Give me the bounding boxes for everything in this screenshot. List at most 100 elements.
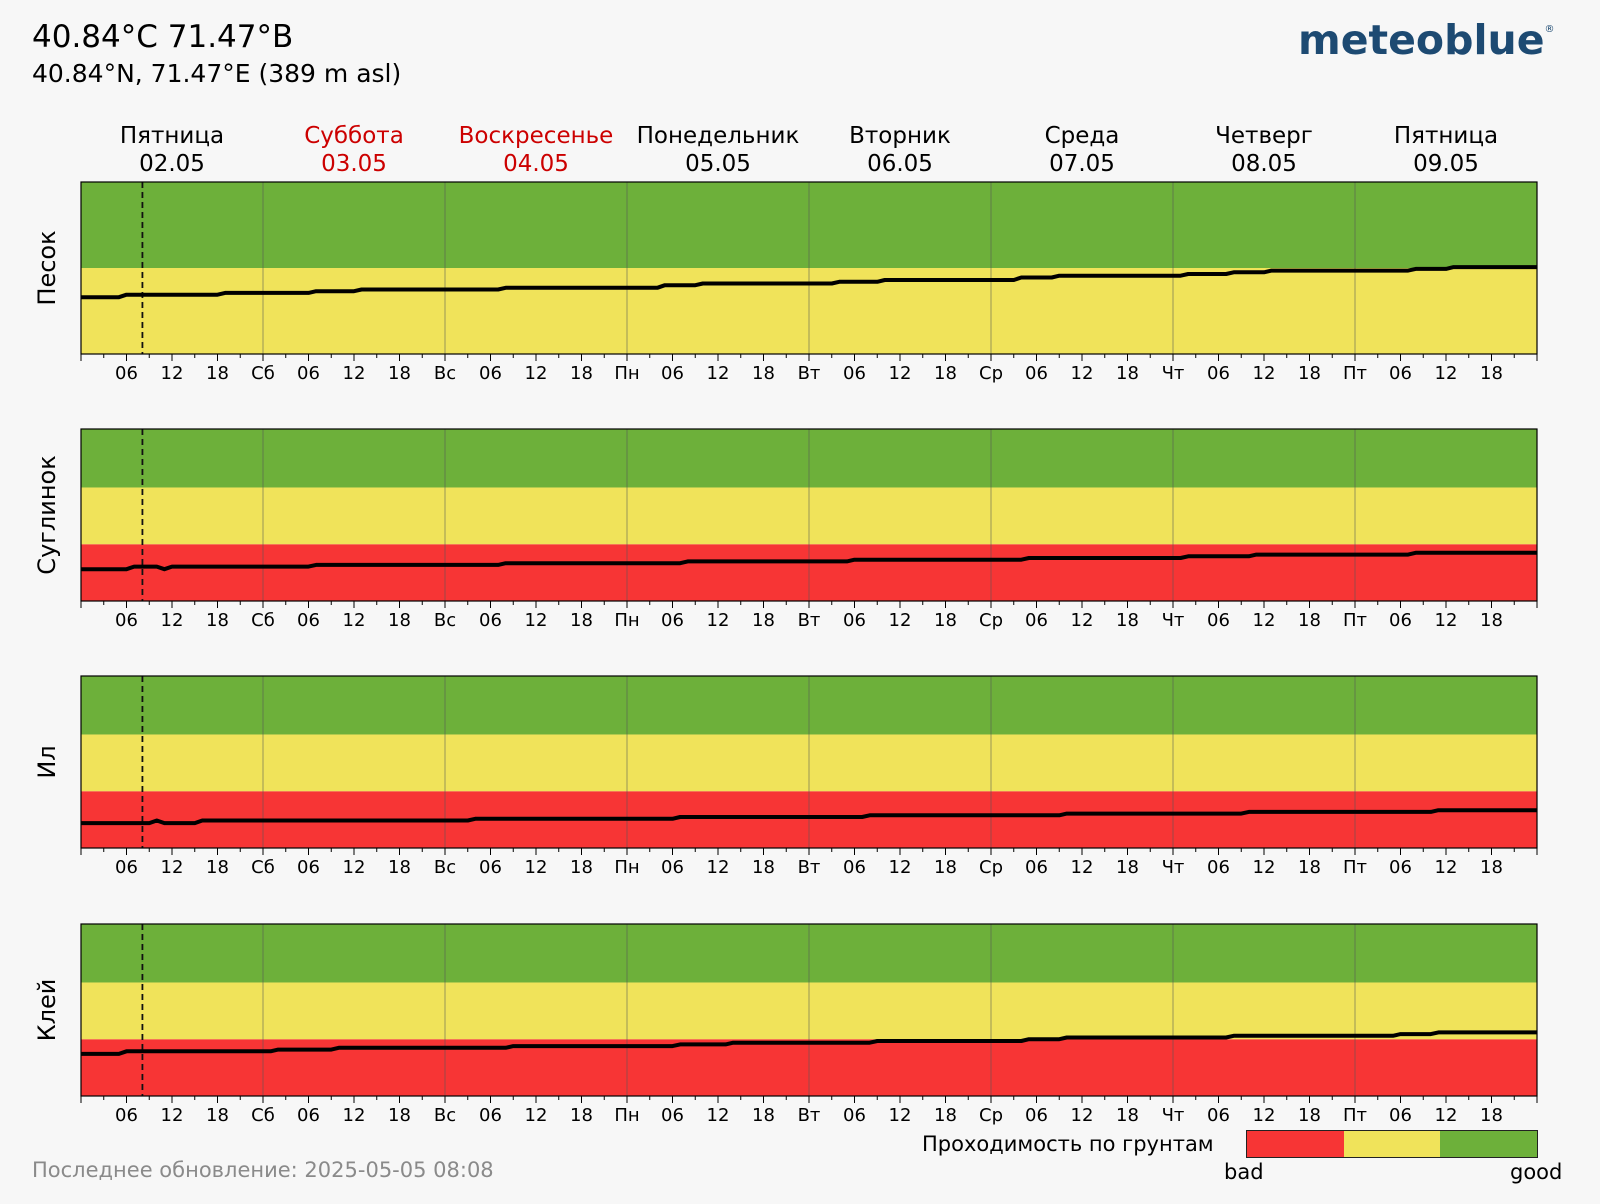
x-tick-label: 18 <box>1298 363 1321 384</box>
day-date-label: 07.05 <box>1049 151 1115 177</box>
x-tick-label: 06 <box>297 1105 320 1126</box>
trafficability-line <box>81 1030 1537 1056</box>
x-tick-label: 18 <box>1298 610 1321 631</box>
x-tick-label: 18 <box>1480 610 1503 631</box>
x-tick-label: 06 <box>1389 363 1412 384</box>
legend-swatch-bad <box>1247 1131 1344 1157</box>
x-tick-label: 12 <box>1435 610 1458 631</box>
x-tick-label: 12 <box>161 857 184 878</box>
x-tick-label: 12 <box>1435 1105 1458 1126</box>
x-tick-label: 06 <box>843 610 866 631</box>
day-name-label: Четверг <box>1215 123 1313 149</box>
x-tick-label: Вт <box>798 1105 821 1126</box>
day-name-label: Воскресенье <box>459 123 614 149</box>
x-tick-label: 12 <box>161 610 184 631</box>
panel-label: Клей <box>33 979 61 1042</box>
x-tick-label: 18 <box>1298 1105 1321 1126</box>
x-tick-label: Чт <box>1162 857 1185 878</box>
x-tick-label: 06 <box>297 363 320 384</box>
x-tick-label: 12 <box>525 857 548 878</box>
last-update-text: Последнее обновление: 2025-05-05 08:08 <box>32 1158 494 1182</box>
x-tick-label: 06 <box>1025 363 1048 384</box>
day-name-label: Среда <box>1045 123 1120 149</box>
x-tick-label: 12 <box>525 610 548 631</box>
x-tick-label: 18 <box>934 610 957 631</box>
legend-title: Проходимость по грунтам <box>922 1132 1214 1156</box>
x-tick-label: 06 <box>1025 1105 1048 1126</box>
x-tick-label: 18 <box>388 1105 411 1126</box>
x-tick-label: 18 <box>752 610 775 631</box>
x-tick-label: 18 <box>752 1105 775 1126</box>
x-tick-label: Чт <box>1162 610 1185 631</box>
x-tick-label: 12 <box>707 363 730 384</box>
x-tick-label: Пн <box>614 610 639 631</box>
x-tick-label: 18 <box>570 1105 593 1126</box>
x-tick-label: Ср <box>979 363 1003 384</box>
x-tick-label: 18 <box>934 363 957 384</box>
x-tick-label: 12 <box>707 857 730 878</box>
x-tick-label: 18 <box>388 610 411 631</box>
x-tick-label: 18 <box>1480 1105 1503 1126</box>
x-tick-label: 12 <box>1253 363 1276 384</box>
x-tick-label: 12 <box>889 363 912 384</box>
x-tick-label: 06 <box>1389 857 1412 878</box>
x-tick-label: 18 <box>752 857 775 878</box>
x-tick-label: Пт <box>1343 1105 1367 1126</box>
x-tick-label: 18 <box>1116 610 1139 631</box>
x-tick-label: Сб <box>251 857 275 878</box>
x-tick-label: 12 <box>707 1105 730 1126</box>
x-tick-label: 18 <box>1298 857 1321 878</box>
logo-text: meteoblue <box>1298 16 1545 64</box>
x-tick-label: Вс <box>434 1105 456 1126</box>
x-tick-label: 12 <box>889 857 912 878</box>
x-tick-label: 18 <box>206 610 229 631</box>
x-tick-label: 12 <box>707 610 730 631</box>
day-name-label: Пятница <box>120 123 224 149</box>
x-tick-label: 12 <box>525 1105 548 1126</box>
x-tick-label: Вт <box>798 610 821 631</box>
x-tick-label: 18 <box>1116 857 1139 878</box>
day-name-label: Понедельник <box>637 123 800 149</box>
x-tick-label: Ср <box>979 1105 1003 1126</box>
x-tick-label: Ср <box>979 610 1003 631</box>
x-tick-label: 18 <box>934 1105 957 1126</box>
x-tick-label: 18 <box>934 857 957 878</box>
x-tick-label: 12 <box>1435 857 1458 878</box>
x-tick-label: 06 <box>115 363 138 384</box>
x-tick-label: 06 <box>115 1105 138 1126</box>
meteoblue-logo[interactable]: meteoblue® <box>1298 16 1555 64</box>
panel-1: 06 12 18 Сб 06 12 18 Вс 06 12 18 Пн 06 12 18 Вт 06 12 18 Ср… <box>33 181 1538 384</box>
x-tick-label: Пт <box>1343 610 1367 631</box>
legend-swatch-medium <box>1343 1131 1441 1157</box>
x-tick-label: Пт <box>1343 363 1367 384</box>
day-name-label: Суббота <box>304 123 404 149</box>
x-tick-label: 06 <box>1389 610 1412 631</box>
x-tick-label: 18 <box>570 363 593 384</box>
x-tick-label: 06 <box>843 363 866 384</box>
legend-colorbar <box>1246 1130 1538 1158</box>
x-tick-label: 18 <box>570 857 593 878</box>
x-tick-label: 18 <box>1480 363 1503 384</box>
x-tick-label: 18 <box>570 610 593 631</box>
x-tick-label: 06 <box>661 857 684 878</box>
x-tick-label: 12 <box>343 610 366 631</box>
x-tick-label: 06 <box>115 857 138 878</box>
x-tick-label: 06 <box>1207 857 1230 878</box>
day-date-label: 06.05 <box>867 151 933 177</box>
x-tick-label: 12 <box>1253 610 1276 631</box>
x-tick-label: 06 <box>479 1105 502 1126</box>
panel-2: 06 12 18 Сб 06 12 18 Вс 06 12 18 Пн 06 12 18 Вт 06 12 18 Ср… <box>33 428 1538 631</box>
panel-3: 06 12 18 Сб 06 12 18 Вс 06 12 18 Пн 06 12 18 Вт 06 12 18 Ср… <box>33 675 1538 878</box>
x-tick-label: Чт <box>1162 363 1185 384</box>
day-date-label: 05.05 <box>685 151 751 177</box>
x-tick-label: 12 <box>161 363 184 384</box>
x-tick-label: Вс <box>434 857 456 878</box>
x-tick-label: Чт <box>1162 1105 1185 1126</box>
x-tick-label: 18 <box>388 857 411 878</box>
x-tick-label: Вс <box>434 610 456 631</box>
x-tick-label: 12 <box>343 1105 366 1126</box>
x-tick-label: 06 <box>661 1105 684 1126</box>
x-tick-label: Сб <box>251 610 275 631</box>
x-tick-label: Пн <box>614 1105 639 1126</box>
